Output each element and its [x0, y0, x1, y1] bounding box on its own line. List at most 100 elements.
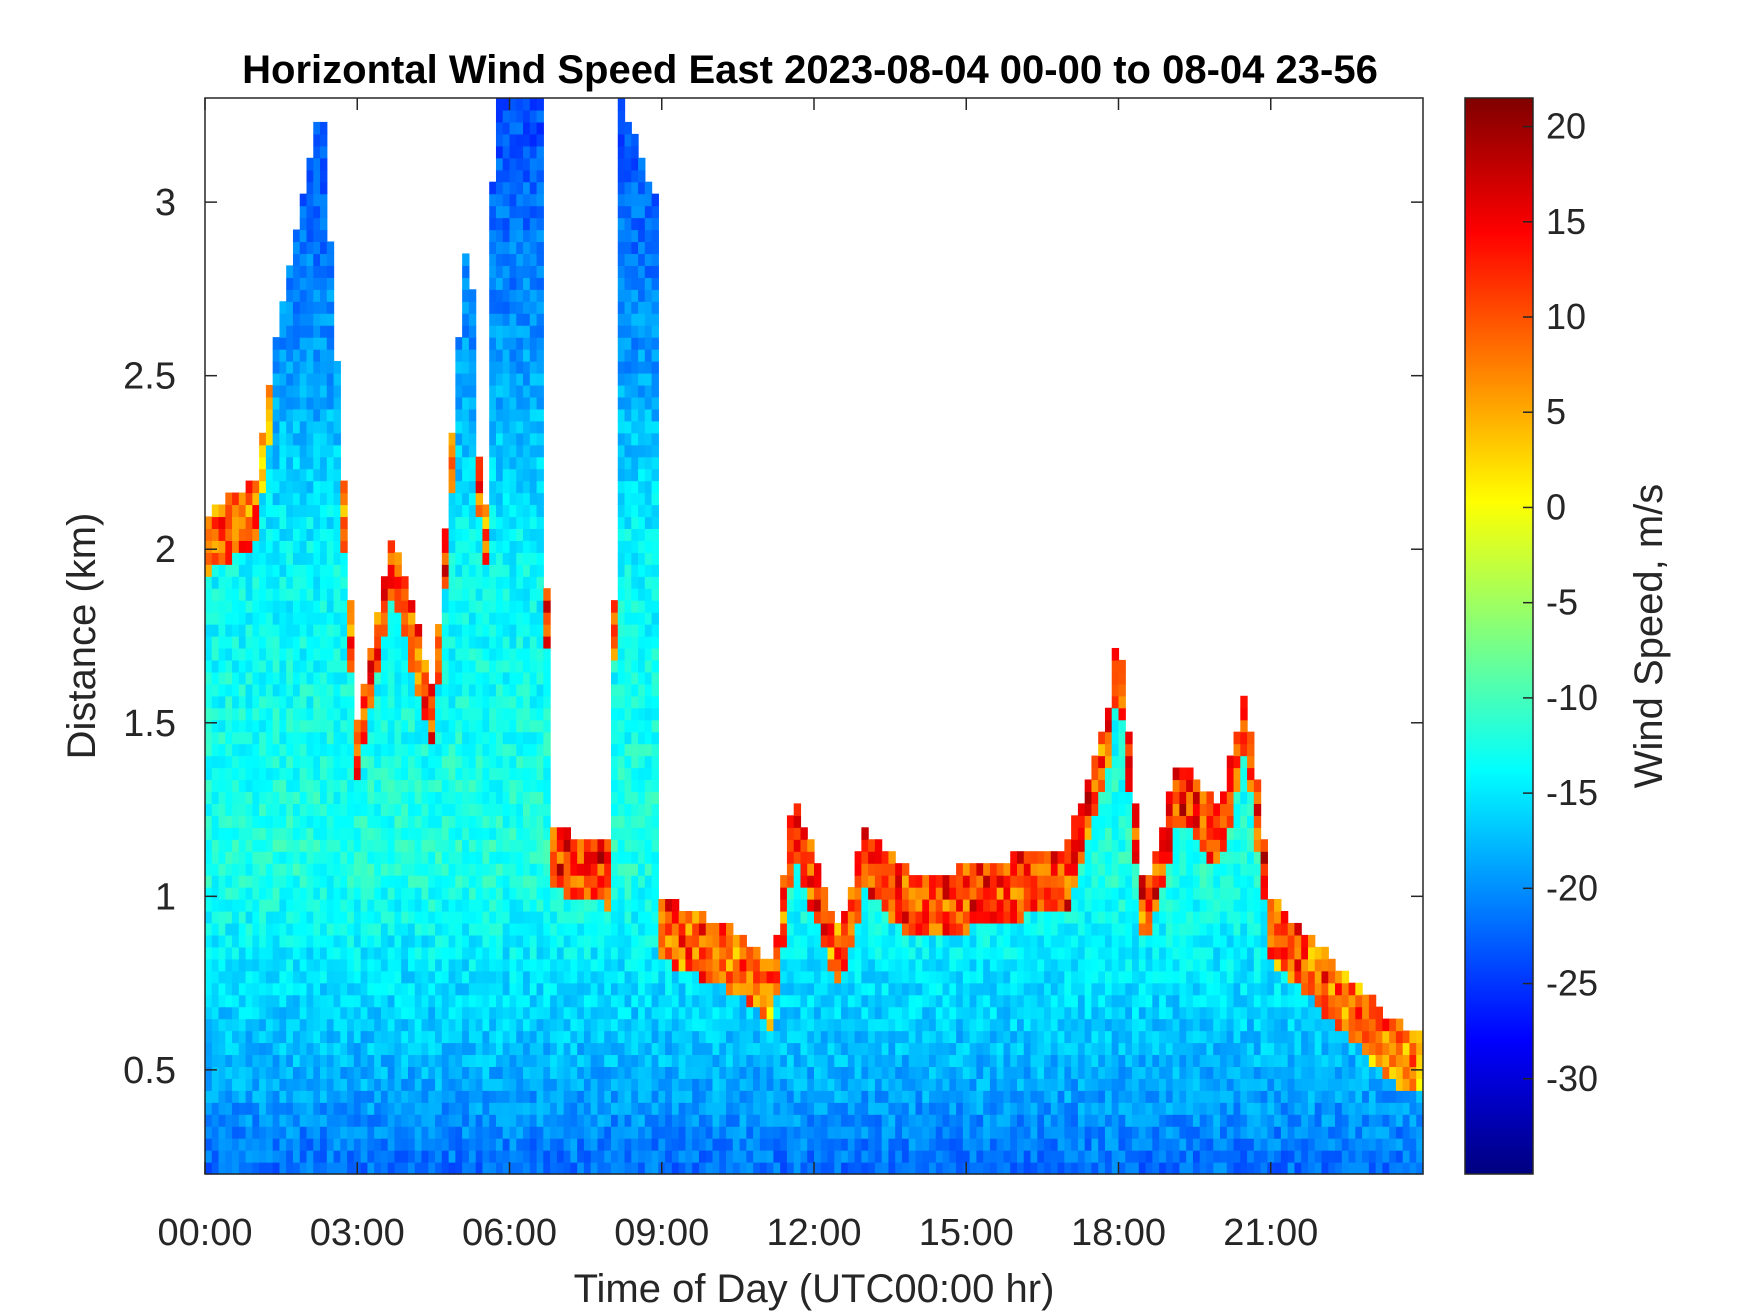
heatmap-cell	[265, 827, 274, 840]
heatmap-cell	[651, 564, 659, 577]
heatmap-cell	[448, 1102, 456, 1115]
heatmap-cell	[441, 1078, 450, 1091]
heatmap-cell	[732, 1042, 741, 1056]
heatmap-cell	[861, 1138, 869, 1151]
heatmap-cell	[265, 982, 274, 996]
heatmap-cell	[509, 910, 517, 924]
heatmap-cell	[292, 396, 301, 410]
heatmap-cell	[374, 982, 382, 996]
heatmap-cell	[502, 791, 511, 804]
heatmap-cell	[570, 946, 578, 960]
heatmap-cell	[678, 922, 687, 936]
heatmap-cell	[651, 755, 659, 769]
heatmap-cell	[272, 803, 281, 816]
heatmap-cell	[563, 1150, 571, 1163]
heatmap-cell	[577, 994, 585, 1008]
heatmap-cell	[232, 1162, 240, 1175]
heatmap-cell	[583, 1150, 592, 1163]
heatmap-cell	[252, 683, 260, 697]
heatmap-cell	[435, 1090, 443, 1103]
heatmap-cell	[475, 552, 484, 565]
heatmap-cell	[881, 1018, 890, 1032]
heatmap-cell	[448, 767, 456, 781]
heatmap-cell	[732, 934, 741, 948]
heatmap-cell	[265, 946, 274, 960]
heatmap-cell	[360, 815, 368, 828]
heatmap-cell	[313, 755, 321, 769]
heatmap-cell	[455, 851, 463, 864]
heatmap-cell	[462, 1006, 470, 1020]
heatmap-cell	[712, 970, 720, 984]
heatmap-cell	[292, 408, 301, 422]
heatmap-cell	[536, 396, 544, 410]
heatmap-cell	[692, 946, 700, 960]
heatmap-cell	[448, 887, 456, 900]
heatmap-cell	[299, 229, 308, 243]
heatmap-cell	[468, 910, 477, 924]
heatmap-cell	[401, 743, 409, 757]
heatmap-cell	[394, 1054, 402, 1067]
heatmap-cell	[306, 683, 314, 697]
heatmap-cell	[895, 875, 903, 888]
heatmap-cell	[523, 408, 531, 422]
heatmap-cell	[306, 1102, 314, 1115]
heatmap-cell	[631, 1162, 639, 1175]
heatmap-cell	[523, 301, 531, 314]
heatmap-cell	[279, 946, 287, 960]
heatmap-cell	[854, 1114, 862, 1127]
heatmap-cell	[489, 205, 497, 219]
heatmap-cell	[611, 743, 619, 757]
heatmap-cell	[523, 420, 531, 434]
heatmap-cell	[448, 480, 456, 494]
heatmap-cell	[455, 372, 463, 386]
heatmap-cell	[475, 791, 484, 804]
heatmap-cell	[874, 970, 883, 984]
heatmap-cell	[245, 982, 253, 996]
heatmap-cell	[543, 612, 551, 625]
heatmap-cell	[252, 755, 260, 769]
heatmap-cell	[841, 922, 849, 936]
heatmap-cell	[292, 707, 301, 721]
heatmap-cell	[245, 970, 253, 984]
heatmap-cell	[408, 934, 416, 948]
heatmap-cell	[516, 217, 524, 231]
heatmap-cell	[536, 313, 544, 326]
heatmap-cell	[340, 1006, 348, 1020]
heatmap-cell	[888, 1078, 896, 1091]
heatmap-cell	[489, 1042, 497, 1056]
heatmap-cell	[367, 851, 375, 864]
heatmap-cell	[211, 588, 220, 601]
heatmap-cell	[272, 671, 281, 685]
heatmap-cell	[360, 1054, 368, 1067]
heatmap-cell	[448, 528, 456, 541]
heatmap-cell	[523, 480, 531, 494]
heatmap-cell	[563, 958, 571, 972]
heatmap-cell	[516, 145, 524, 159]
heatmap-cell	[820, 1090, 829, 1103]
heatmap-cell	[617, 504, 626, 518]
heatmap-cell	[536, 408, 544, 422]
heatmap-cell	[292, 540, 301, 553]
heatmap-cell	[638, 899, 646, 912]
heatmap-cell	[468, 815, 477, 828]
heatmap-cell	[380, 1006, 389, 1020]
heatmap-cell	[516, 791, 524, 804]
heatmap-cell	[360, 767, 368, 781]
heatmap-cell	[502, 504, 511, 518]
heatmap-cell	[712, 1078, 720, 1091]
heatmap-cell	[299, 600, 308, 613]
heatmap-cell	[732, 994, 741, 1008]
heatmap-cell	[441, 1114, 450, 1127]
heatmap-cell	[901, 899, 910, 912]
heatmap-cell	[299, 934, 308, 948]
heatmap-cell	[367, 1150, 375, 1163]
heatmap-cell	[313, 791, 321, 804]
heatmap-cell	[299, 384, 308, 398]
heatmap-cell	[651, 384, 659, 398]
heatmap-cell	[367, 1066, 375, 1079]
heatmap-cell	[380, 1054, 389, 1067]
heatmap-cell	[441, 1030, 450, 1044]
heatmap-cell	[543, 827, 551, 840]
heatmap-cell	[529, 958, 538, 972]
heatmap-cell	[536, 1066, 544, 1079]
